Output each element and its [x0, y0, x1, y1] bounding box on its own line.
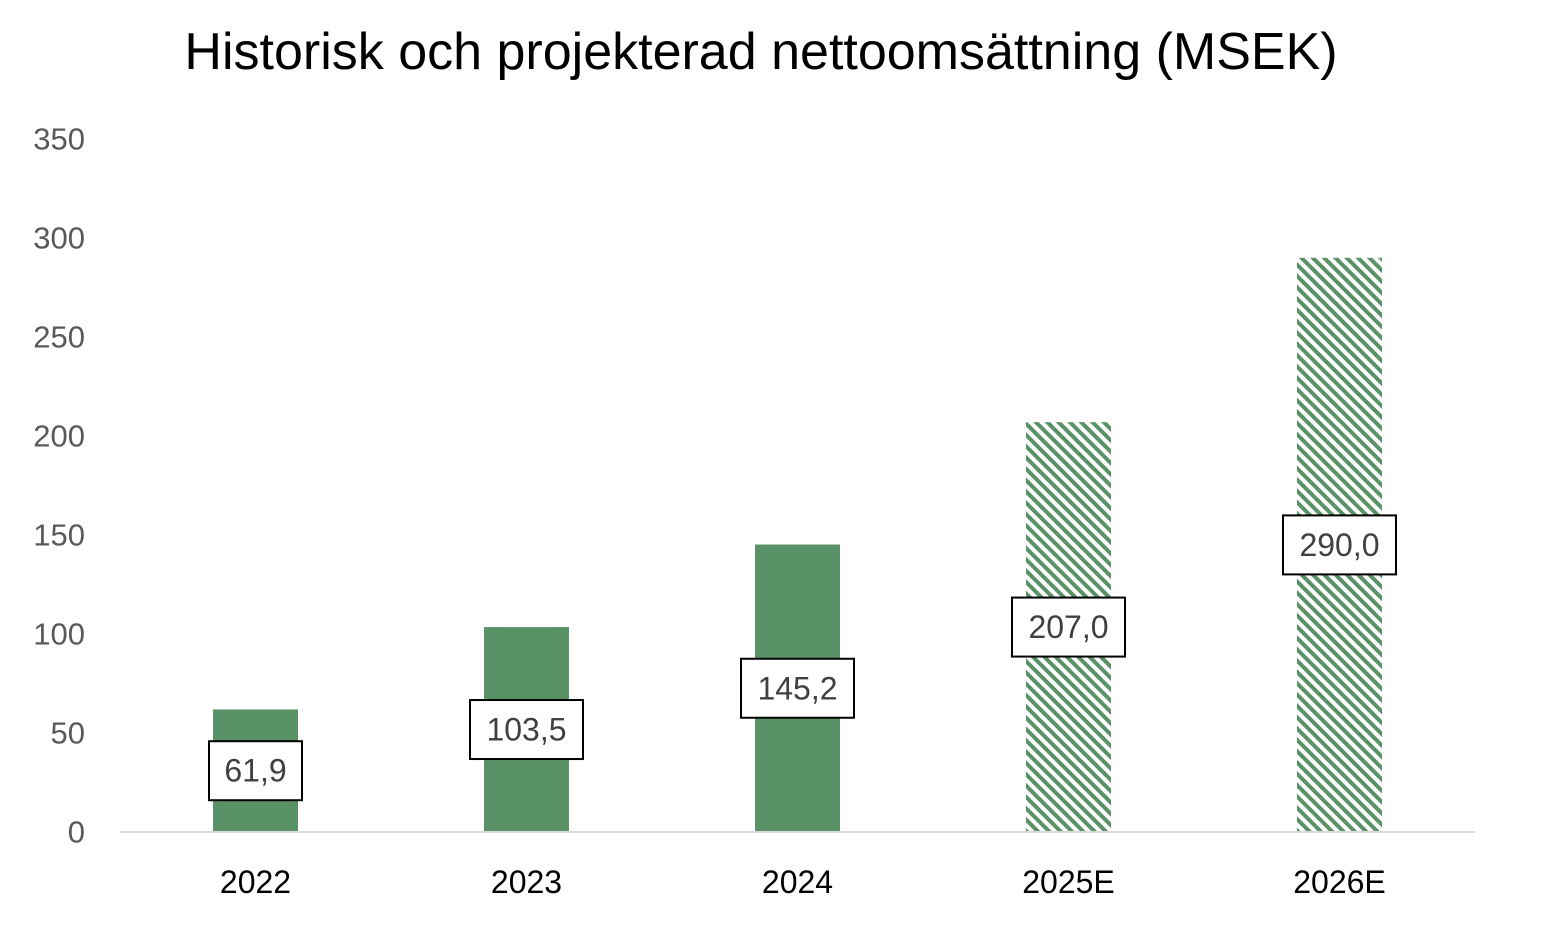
y-axis: 0 50 100 150 200 250 300 350	[33, 122, 85, 850]
data-label-box	[740, 657, 855, 719]
y-tick-label: 50	[51, 716, 85, 751]
data-label: 290,0	[1299, 527, 1379, 563]
x-tick-label: 2022	[220, 864, 291, 900]
data-label: 61,9	[224, 753, 286, 789]
data-label-box	[469, 699, 584, 761]
x-axis: 2022 2023 2024 2025E 2026E	[220, 864, 1386, 900]
y-tick-label: 350	[33, 122, 85, 157]
y-tick-label: 300	[33, 221, 85, 256]
data-label-box	[1011, 596, 1126, 658]
data-label-box	[1282, 514, 1397, 576]
y-tick-label: 100	[33, 617, 85, 652]
y-tick-label: 250	[33, 320, 85, 355]
y-tick-label: 200	[33, 419, 85, 454]
y-tick-label: 0	[68, 815, 85, 850]
data-label: 207,0	[1028, 609, 1108, 645]
chart-title: Historisk och projekterad nettoomsättnin…	[184, 23, 1338, 81]
data-label: 103,5	[486, 712, 566, 748]
x-tick-label: 2024	[762, 864, 833, 900]
y-tick-label: 150	[33, 518, 85, 553]
x-tick-label: 2025E	[1022, 864, 1115, 900]
data-label: 145,2	[757, 670, 837, 706]
x-tick-label: 2023	[491, 864, 562, 900]
data-labels: 61,9 103,5 145,2 207,0 290,0	[208, 514, 1397, 802]
x-tick-label: 2026E	[1293, 864, 1386, 900]
bars	[213, 257, 1382, 832]
data-label-box	[208, 740, 303, 802]
